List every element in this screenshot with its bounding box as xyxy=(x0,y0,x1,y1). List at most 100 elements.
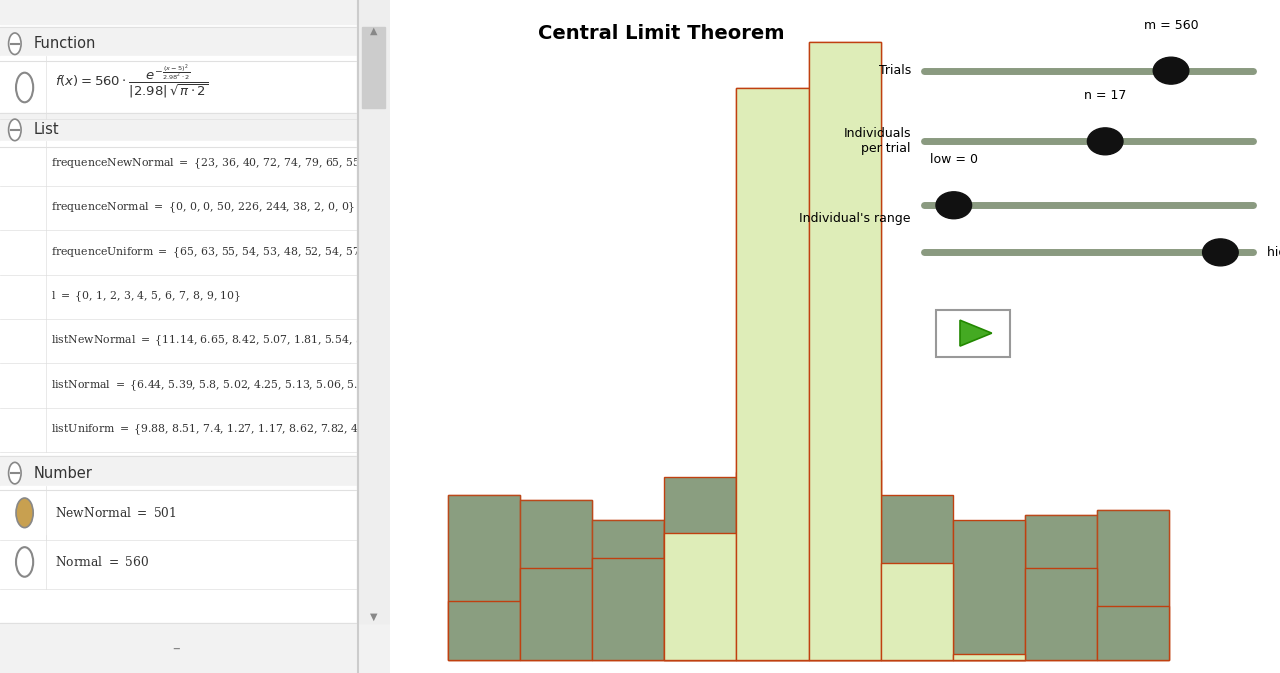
Bar xyxy=(809,538,881,660)
Bar xyxy=(809,538,881,660)
Bar xyxy=(936,310,1010,357)
Text: Trials: Trials xyxy=(878,64,911,77)
Bar xyxy=(881,563,952,660)
Bar xyxy=(1097,510,1169,660)
Bar xyxy=(736,87,809,660)
Bar xyxy=(736,526,809,660)
Bar xyxy=(0,623,390,673)
Circle shape xyxy=(9,462,20,484)
Bar xyxy=(664,523,736,660)
Bar xyxy=(520,500,593,660)
Text: Central Limit Theorem: Central Limit Theorem xyxy=(539,24,785,42)
Text: listNewNormal $=$ {11.14, 6.65, 8.42, 5.07, 1.81, 5.54, 5.27, 8.32: listNewNormal $=$ {11.14, 6.65, 8.42, 5.… xyxy=(51,334,411,349)
Bar xyxy=(952,520,1025,660)
Text: low = 0: low = 0 xyxy=(929,153,978,166)
Bar xyxy=(362,27,385,108)
Bar xyxy=(736,526,809,660)
Text: listUniform $=$ {9.88, 8.51, 7.4, 1.27, 1.17, 8.62, 7.82, 4.17, 3.99: listUniform $=$ {9.88, 8.51, 7.4, 1.27, … xyxy=(51,423,407,437)
Bar xyxy=(593,520,664,660)
Text: high = 10: high = 10 xyxy=(1267,246,1280,259)
Bar xyxy=(952,523,1025,660)
Bar xyxy=(520,569,593,660)
Text: –: – xyxy=(172,641,179,656)
Bar xyxy=(736,472,809,660)
Text: n = 17: n = 17 xyxy=(1084,90,1126,102)
Bar xyxy=(0,141,390,186)
Bar xyxy=(448,495,520,660)
Text: ▲: ▲ xyxy=(370,7,378,17)
Text: ×: × xyxy=(367,246,379,259)
Bar xyxy=(1097,606,1169,660)
Circle shape xyxy=(17,73,33,102)
Circle shape xyxy=(17,498,33,528)
Text: ×: × xyxy=(367,81,379,94)
Text: frequenceUniform $=$ {65, 63, 55, 54, 53, 48, 52, 54, 57, 59}: frequenceUniform $=$ {65, 63, 55, 54, 53… xyxy=(51,245,387,260)
Bar xyxy=(0,0,390,24)
Bar xyxy=(448,602,520,660)
Bar xyxy=(0,408,390,452)
Bar xyxy=(357,0,390,623)
Bar xyxy=(952,523,1025,660)
Bar xyxy=(881,528,952,660)
Text: NewNormal $=$ 501: NewNormal $=$ 501 xyxy=(55,506,177,520)
Text: ×: × xyxy=(367,157,379,170)
Bar xyxy=(520,500,593,660)
Circle shape xyxy=(1153,57,1189,84)
Text: List: List xyxy=(33,122,59,137)
Text: ×: × xyxy=(367,201,379,215)
Circle shape xyxy=(9,33,20,55)
Text: frequenceNewNormal $=$ {23, 36, 40, 72, 74, 79, 65, 55, 36, 21}: frequenceNewNormal $=$ {23, 36, 40, 72, … xyxy=(51,156,408,171)
Bar xyxy=(664,533,736,660)
Text: listNormal $=$ {6.44, 5.39, 5.8, 5.02, 4.25, 5.13, 5.06, 5.78, 3.25,: listNormal $=$ {6.44, 5.39, 5.8, 5.02, 4… xyxy=(51,378,406,393)
Bar xyxy=(664,523,736,660)
Text: ×: × xyxy=(367,290,379,304)
Text: ×: × xyxy=(367,334,379,348)
Text: ×: × xyxy=(367,555,379,569)
Text: ×: × xyxy=(367,379,379,392)
Bar xyxy=(593,520,664,660)
Bar xyxy=(952,654,1025,660)
Bar xyxy=(664,533,736,660)
Bar xyxy=(0,186,390,230)
Bar xyxy=(881,495,952,660)
Bar xyxy=(1025,516,1097,660)
Circle shape xyxy=(17,547,33,577)
Bar xyxy=(1025,516,1097,660)
Bar xyxy=(0,486,390,540)
Circle shape xyxy=(936,192,972,219)
Bar xyxy=(0,363,390,408)
Text: ▼: ▼ xyxy=(370,612,378,622)
Bar xyxy=(0,113,390,147)
Text: l $=$ {0, 1, 2, 3, 4, 5, 6, 7, 8, 9, 10}: l $=$ {0, 1, 2, 3, 4, 5, 6, 7, 8, 9, 10} xyxy=(51,289,241,304)
Bar xyxy=(1097,510,1169,660)
Text: frequenceNormal $=$ {0, 0, 0, 50, 226, 244, 38, 2, 0, 0}: frequenceNormal $=$ {0, 0, 0, 50, 226, 2… xyxy=(51,201,356,215)
Bar xyxy=(0,27,390,61)
Bar xyxy=(593,559,664,660)
Bar xyxy=(0,275,390,319)
Bar xyxy=(0,319,390,363)
Text: Function: Function xyxy=(33,36,96,51)
Text: ▲: ▲ xyxy=(370,26,378,35)
Bar xyxy=(809,42,881,660)
Text: Number: Number xyxy=(33,466,92,481)
Text: $f(x) = 560 \cdot \dfrac{e^{-\frac{(x-5)^2}{2.98^2 \cdot 2}}}{|2.98|\,\sqrt{\pi : $f(x) = 560 \cdot \dfrac{e^{-\frac{(x-5)… xyxy=(55,63,209,102)
Bar xyxy=(736,87,809,660)
Text: Individual's range: Individual's range xyxy=(799,212,911,225)
Bar xyxy=(881,563,952,660)
Bar xyxy=(952,654,1025,660)
Text: Individuals
per trial: Individuals per trial xyxy=(844,127,911,155)
Bar xyxy=(809,460,881,660)
Bar xyxy=(0,456,390,490)
Bar xyxy=(881,528,952,660)
Bar xyxy=(0,56,390,120)
Text: ×: × xyxy=(367,506,379,520)
Text: Normal $=$ 560: Normal $=$ 560 xyxy=(55,555,148,569)
Polygon shape xyxy=(960,320,992,346)
Bar xyxy=(0,535,390,589)
Circle shape xyxy=(1088,128,1123,155)
Bar xyxy=(664,477,736,660)
Text: m = 560: m = 560 xyxy=(1144,19,1198,32)
Bar xyxy=(0,230,390,275)
Bar xyxy=(448,495,520,660)
Bar xyxy=(809,42,881,660)
